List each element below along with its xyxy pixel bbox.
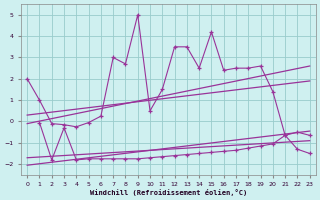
X-axis label: Windchill (Refroidissement éolien,°C): Windchill (Refroidissement éolien,°C) bbox=[90, 189, 247, 196]
